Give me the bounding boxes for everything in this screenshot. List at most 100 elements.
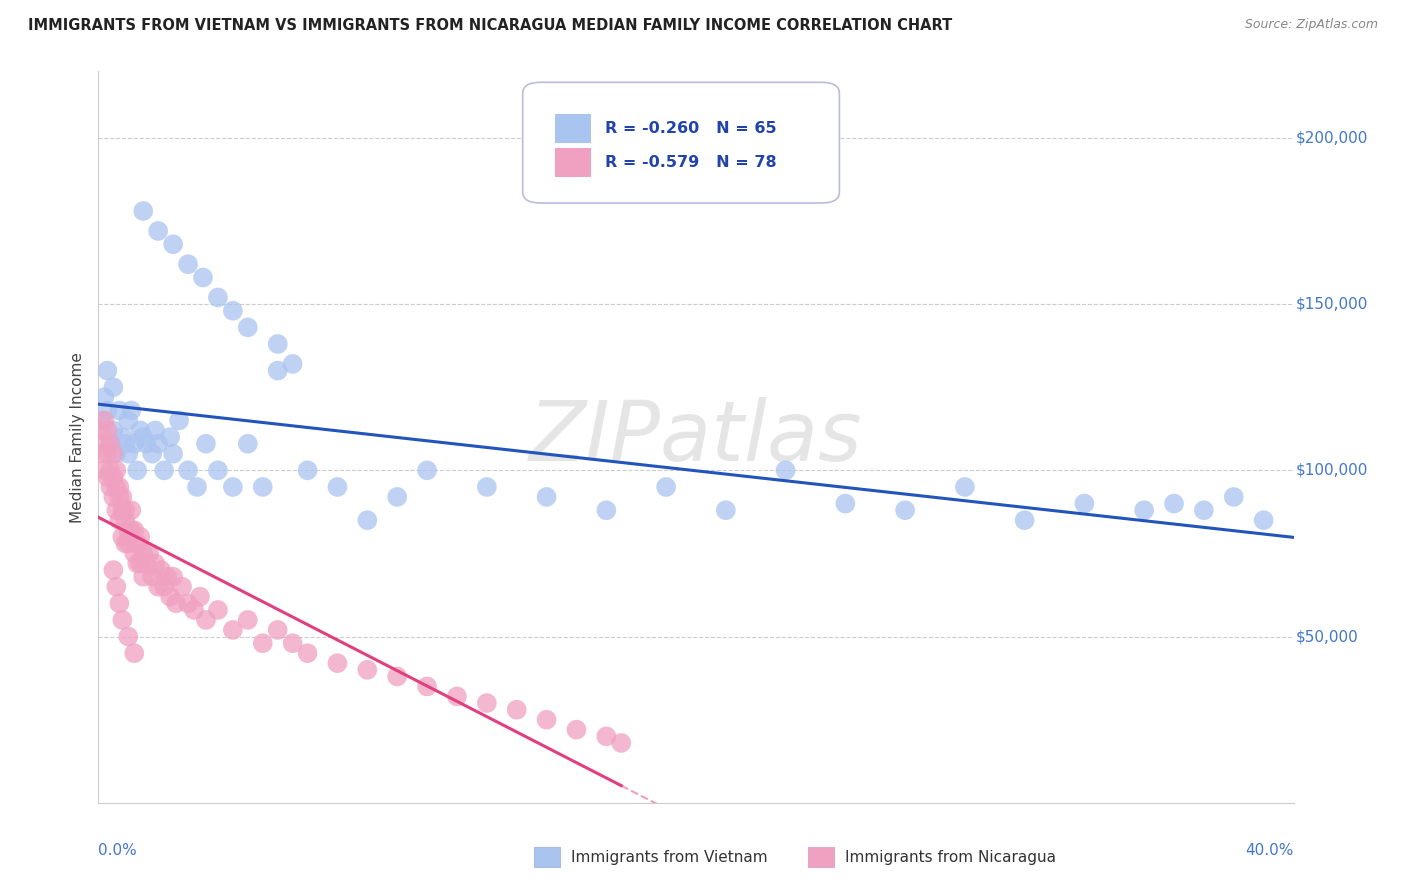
Text: $50,000: $50,000 (1296, 629, 1358, 644)
Point (1223, 490, 1246, 504)
Point (117, 536, 139, 550)
Point (195, 613, 218, 627)
Point (162, 447, 184, 461)
Point (108, 490, 131, 504)
Text: R = -0.260   N = 65: R = -0.260 N = 65 (605, 121, 776, 136)
Point (714, 503, 737, 517)
Point (108, 480, 131, 494)
Point (195, 436, 218, 450)
Point (93, 413, 115, 427)
Point (96, 363, 118, 377)
Point (120, 403, 142, 417)
FancyBboxPatch shape (523, 82, 839, 203)
Point (267, 337, 290, 351)
Point (416, 463, 439, 477)
Point (506, 703, 529, 717)
Text: IMMIGRANTS FROM VIETNAM VS IMMIGRANTS FROM NICARAGUA MEDIAN FAMILY INCOME CORREL: IMMIGRANTS FROM VIETNAM VS IMMIGRANTS FR… (28, 18, 952, 33)
Point (103, 380, 125, 394)
Point (416, 680, 439, 694)
Point (129, 424, 152, 438)
Point (129, 530, 152, 544)
Point (186, 480, 208, 494)
Point (105, 447, 128, 461)
Point (105, 580, 128, 594)
Point (1073, 497, 1095, 511)
Point (105, 503, 128, 517)
Point (111, 530, 134, 544)
Point (96, 447, 118, 461)
Text: Immigrants from Vietnam: Immigrants from Vietnam (571, 850, 768, 864)
Point (156, 570, 179, 584)
Point (281, 636, 304, 650)
Point (385, 490, 409, 504)
Point (103, 447, 125, 461)
Point (105, 463, 128, 477)
Point (96, 470, 118, 484)
Point (108, 513, 131, 527)
Point (536, 713, 558, 727)
Text: 40.0%: 40.0% (1246, 843, 1294, 858)
Text: 0.0%: 0.0% (98, 843, 138, 858)
Point (114, 436, 136, 450)
Point (127, 536, 149, 550)
Text: $150,000: $150,000 (1296, 297, 1368, 311)
Point (132, 546, 155, 560)
Text: $200,000: $200,000 (1296, 130, 1368, 145)
Point (150, 563, 173, 577)
Point (153, 580, 176, 594)
Point (93, 463, 115, 477)
Point (98, 436, 122, 450)
Point (281, 357, 304, 371)
Point (252, 636, 274, 650)
Point (108, 403, 131, 417)
Point (1253, 513, 1275, 527)
Point (207, 463, 229, 477)
Point (117, 523, 139, 537)
Point (252, 480, 274, 494)
Point (148, 224, 170, 238)
Point (595, 729, 617, 743)
Point (103, 424, 125, 438)
Point (124, 436, 146, 450)
Point (236, 613, 259, 627)
Point (132, 204, 155, 219)
Point (326, 480, 349, 494)
Point (1192, 503, 1215, 517)
Point (117, 413, 139, 427)
Point (124, 523, 146, 537)
Text: R = -0.579   N = 78: R = -0.579 N = 78 (605, 155, 776, 170)
Point (172, 580, 194, 594)
Point (93, 390, 115, 404)
Point (775, 463, 797, 477)
Point (267, 363, 290, 377)
Point (90, 424, 112, 438)
Point (953, 480, 976, 494)
Point (894, 503, 917, 517)
Text: $100,000: $100,000 (1296, 463, 1368, 478)
Point (177, 463, 200, 477)
Point (475, 696, 498, 710)
Point (111, 490, 134, 504)
Point (98, 436, 122, 450)
Point (141, 570, 163, 584)
Point (207, 603, 229, 617)
Point (177, 596, 200, 610)
Point (446, 690, 468, 704)
Point (114, 503, 136, 517)
Point (117, 630, 139, 644)
Point (138, 546, 160, 560)
Point (536, 490, 558, 504)
Point (120, 503, 142, 517)
Point (132, 430, 155, 444)
FancyBboxPatch shape (555, 148, 591, 178)
Point (143, 424, 166, 438)
Point (356, 513, 378, 527)
Point (96, 403, 118, 417)
Point (93, 436, 115, 450)
Point (385, 669, 409, 683)
Point (610, 736, 633, 750)
Point (114, 513, 136, 527)
Point (236, 436, 259, 450)
Point (98, 463, 122, 477)
Point (103, 563, 125, 577)
